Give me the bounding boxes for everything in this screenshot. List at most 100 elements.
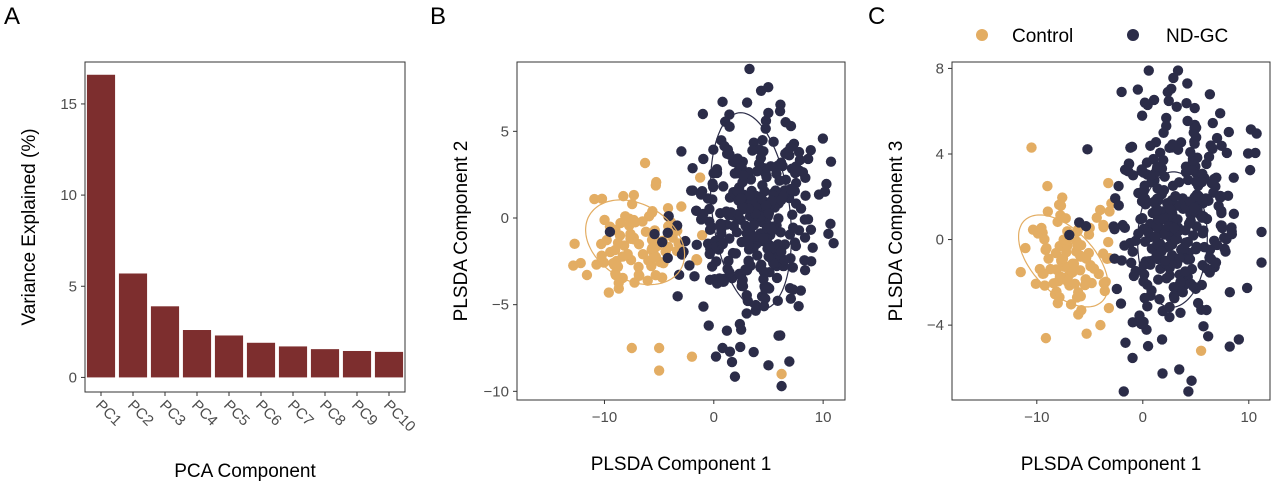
point <box>785 120 797 132</box>
point <box>726 356 738 368</box>
point <box>1042 206 1054 217</box>
point <box>735 341 746 353</box>
point <box>1151 205 1163 216</box>
point <box>1098 219 1109 231</box>
point <box>748 231 760 242</box>
point <box>805 256 817 267</box>
point <box>1169 293 1180 304</box>
point <box>1154 294 1165 305</box>
point <box>1037 268 1048 279</box>
point <box>711 256 722 267</box>
point <box>649 252 660 263</box>
point <box>794 154 806 166</box>
point <box>1224 287 1236 298</box>
point <box>1136 110 1148 121</box>
point <box>766 223 777 235</box>
point <box>1170 190 1181 202</box>
point <box>1164 311 1175 323</box>
point <box>678 246 689 257</box>
point <box>1015 266 1026 278</box>
point <box>1186 375 1197 386</box>
point <box>736 201 748 212</box>
point <box>1164 204 1176 215</box>
point <box>787 222 799 233</box>
point <box>1223 126 1235 138</box>
plot-frame <box>516 61 846 401</box>
y-tick-label: 0 <box>936 232 944 249</box>
x-tick-label: PC7 <box>284 397 317 430</box>
point <box>1228 208 1240 220</box>
point <box>676 146 687 157</box>
y-tick-label: 0 <box>69 369 77 386</box>
point <box>1192 297 1204 309</box>
point <box>707 194 718 205</box>
point <box>1161 273 1172 284</box>
point <box>735 192 747 204</box>
point <box>596 250 607 261</box>
point <box>800 190 811 201</box>
point <box>1050 247 1062 259</box>
point <box>1189 202 1200 213</box>
point <box>642 275 653 286</box>
point <box>819 186 831 197</box>
point <box>1170 234 1181 245</box>
point <box>1143 65 1154 76</box>
point <box>1075 239 1087 251</box>
point <box>1185 146 1196 158</box>
point <box>691 255 703 266</box>
point <box>741 97 753 108</box>
point <box>589 193 600 205</box>
point <box>1228 172 1239 183</box>
bar-pc8 <box>310 349 340 378</box>
point <box>1233 334 1245 345</box>
point <box>1177 287 1188 298</box>
point <box>1182 78 1193 89</box>
point <box>653 365 665 376</box>
point <box>717 276 728 287</box>
point <box>737 274 748 286</box>
point <box>1020 242 1031 254</box>
point <box>1103 236 1114 248</box>
point <box>628 189 640 201</box>
point <box>747 145 758 156</box>
series-nd-gc <box>1064 65 1267 397</box>
point <box>748 346 759 358</box>
point <box>581 269 593 281</box>
ellipse-control <box>584 199 686 286</box>
point <box>1182 115 1193 127</box>
point <box>790 165 801 176</box>
point <box>1030 278 1042 290</box>
point <box>595 238 607 250</box>
point <box>799 214 811 225</box>
point <box>1153 274 1164 285</box>
point <box>760 123 771 134</box>
point <box>711 241 722 252</box>
point <box>633 239 645 250</box>
point <box>1095 204 1106 216</box>
x-tick-label: PC4 <box>188 397 221 430</box>
point <box>1187 164 1198 176</box>
bar-pc1 <box>86 74 116 378</box>
point <box>1204 89 1216 100</box>
y-axis-title: PLSDA Component 3 <box>886 141 907 322</box>
point <box>1216 220 1227 231</box>
point <box>1224 341 1235 352</box>
point <box>612 237 624 249</box>
point <box>1139 97 1151 108</box>
point <box>1103 302 1115 314</box>
point <box>1180 225 1191 236</box>
point <box>1138 259 1149 271</box>
point <box>744 189 755 201</box>
point <box>1098 248 1109 259</box>
point <box>653 342 665 354</box>
legend: Control ND-GC <box>976 26 1228 47</box>
ellipse-nd-gc <box>709 112 792 311</box>
point <box>1256 226 1267 238</box>
point <box>698 153 709 165</box>
point <box>695 189 707 200</box>
point <box>613 277 624 289</box>
point <box>1111 283 1123 295</box>
point <box>615 217 626 229</box>
point <box>676 201 687 212</box>
point <box>1043 253 1054 264</box>
